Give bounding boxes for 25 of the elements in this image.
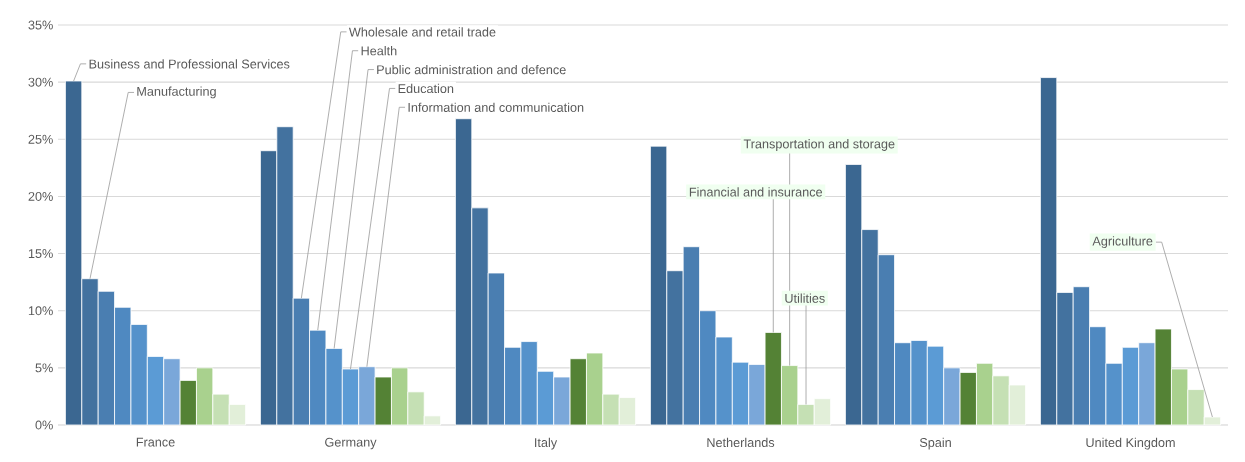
text: Health [361,46,397,56]
text: Agriculture [1092,236,1153,249]
x-tick-label: Germany [325,437,377,450]
x-tick-label: Italy [535,437,558,450]
text: Public administration and defence [377,64,566,75]
text: Utilities [785,293,825,303]
x-tick-label: France [136,437,175,447]
x-tick-label: United Kingdom [1086,437,1175,450]
series-label: Business and Professional Services [89,59,290,69]
text: Education [398,83,454,94]
y-tick-label: 20% [28,191,53,201]
y-tick-label: 10% [28,306,53,316]
y-tick-label: 0% [35,420,53,430]
y-tick-label: 25% [28,134,53,144]
y-tick-label: 35% [28,20,53,30]
y-tick-label: 5% [35,363,53,373]
text: Manufacturing [137,86,216,99]
text: Transportation and storage [743,139,895,151]
y-tick-label: 15% [28,249,53,259]
text: Information and communication [408,102,584,112]
x-tick-label: Netherlands [707,437,775,448]
x-tick-label: Spain [919,437,951,450]
y-tick-label: 30% [28,77,53,87]
text: Wholesale and retail trade [348,27,496,37]
text: Financial and insurance [689,187,823,197]
